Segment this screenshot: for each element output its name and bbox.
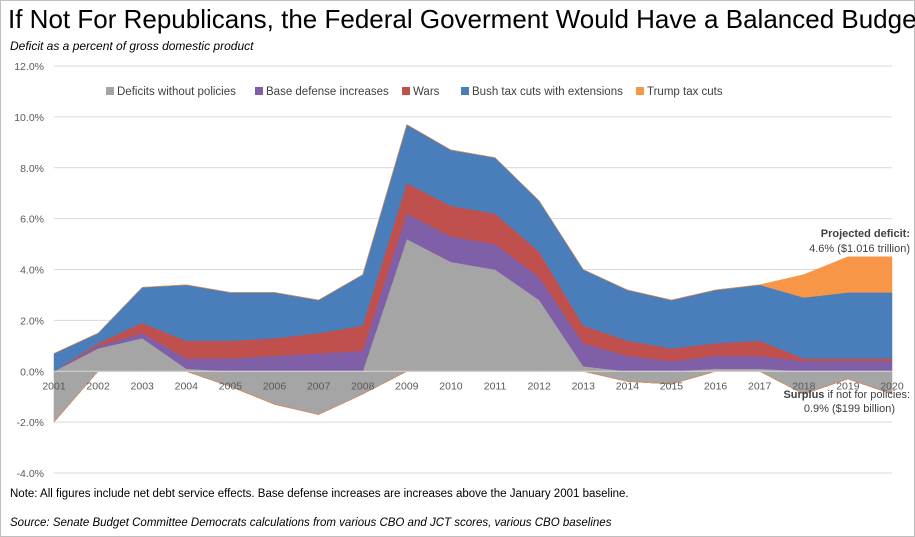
y-tick-label: 12.0% xyxy=(14,61,44,73)
surplus-value: 0.9% ($199 billion) xyxy=(804,403,895,415)
legend-label: Wars xyxy=(413,86,440,98)
x-tick-label: 2009 xyxy=(395,380,419,392)
x-tick-label: 2015 xyxy=(660,380,684,392)
legend-swatch xyxy=(402,87,410,95)
area-deficits-without-policies-negative xyxy=(53,371,893,423)
stacked-areas xyxy=(53,124,893,423)
y-axis-ticks: -4.0% -2.0% 0.0% 2.0% 4.0% 6.0% 8.0% 10.0% 12.0% xyxy=(14,61,44,480)
x-tick-label: 2007 xyxy=(307,380,331,392)
legend-label: Trump tax cuts xyxy=(647,86,723,98)
legend-swatch xyxy=(106,87,114,95)
legend-swatch xyxy=(461,87,469,95)
legend-label: Bush tax cuts with extensions xyxy=(472,86,623,98)
x-tick-label: 2018 xyxy=(792,380,816,392)
area-trump-tax-cuts-negative xyxy=(53,371,893,423)
x-tick-label: 2011 xyxy=(484,380,507,392)
x-tick-label: 2001 xyxy=(42,380,66,392)
y-tick-label: -4.0% xyxy=(17,468,44,480)
surplus-rest: if not for policies: xyxy=(824,389,910,401)
x-tick-label: 2008 xyxy=(351,380,375,392)
x-tick-label: 2010 xyxy=(439,380,463,392)
x-tick-label: 2012 xyxy=(527,380,551,392)
projected-deficit-value: 4.6% ($1.016 trillion) xyxy=(809,243,910,255)
area-base-defense-increases-negative xyxy=(53,371,893,423)
surplus-label: Surplus if not for policies: xyxy=(783,389,910,401)
area-wars-negative xyxy=(53,371,893,423)
x-tick-label: 2017 xyxy=(748,380,772,392)
y-tick-label: 10.0% xyxy=(14,112,44,124)
x-tick-label: 2014 xyxy=(616,380,640,392)
x-tick-label: 2005 xyxy=(219,380,243,392)
y-tick-label: 8.0% xyxy=(20,163,44,175)
x-tick-label: 2003 xyxy=(131,380,155,392)
legend-label: Base defense increases xyxy=(266,86,389,98)
y-tick-label: 6.0% xyxy=(20,214,44,226)
x-tick-label: 2020 xyxy=(880,380,904,392)
chart-note: Note: All figures include net debt servi… xyxy=(10,488,629,500)
annotations: Projected deficit: 4.6% ($1.016 trillion)… xyxy=(783,228,910,415)
x-tick-label: 2016 xyxy=(704,380,728,392)
surplus-word: Surplus xyxy=(783,389,824,401)
x-tick-label: 2013 xyxy=(572,380,596,392)
y-tick-label: -2.0% xyxy=(17,417,44,429)
y-tick-label: 2.0% xyxy=(20,315,44,327)
x-tick-label: 2019 xyxy=(836,380,860,392)
x-tick-label: 2004 xyxy=(175,380,199,392)
legend-label: Deficits without policies xyxy=(117,86,236,98)
x-tick-label: 2002 xyxy=(86,380,110,392)
legend: Deficits without policies Base defense in… xyxy=(106,86,723,98)
area-bush-tax-cuts-with-extensions-negative xyxy=(53,371,893,423)
chart-title: If Not For Republicans, the Federal Gove… xyxy=(8,4,915,34)
area-trump-tax-cuts-positive xyxy=(53,124,893,354)
y-tick-label: 0.0% xyxy=(20,366,44,378)
legend-swatch xyxy=(255,87,263,95)
y-tick-label: 4.0% xyxy=(20,265,44,277)
chart-source: Source: Senate Budget Committee Democrat… xyxy=(10,517,612,529)
chart-subtitle: Deficit as a percent of gross domestic p… xyxy=(10,39,254,53)
legend-swatch xyxy=(636,87,644,95)
projected-deficit-label: Projected deficit: xyxy=(821,228,910,240)
x-tick-label: 2006 xyxy=(263,380,287,392)
x-axis-ticks: 2001 2002 2003 2004 2005 2006 2007 2008 2009 2010… xyxy=(42,380,904,392)
